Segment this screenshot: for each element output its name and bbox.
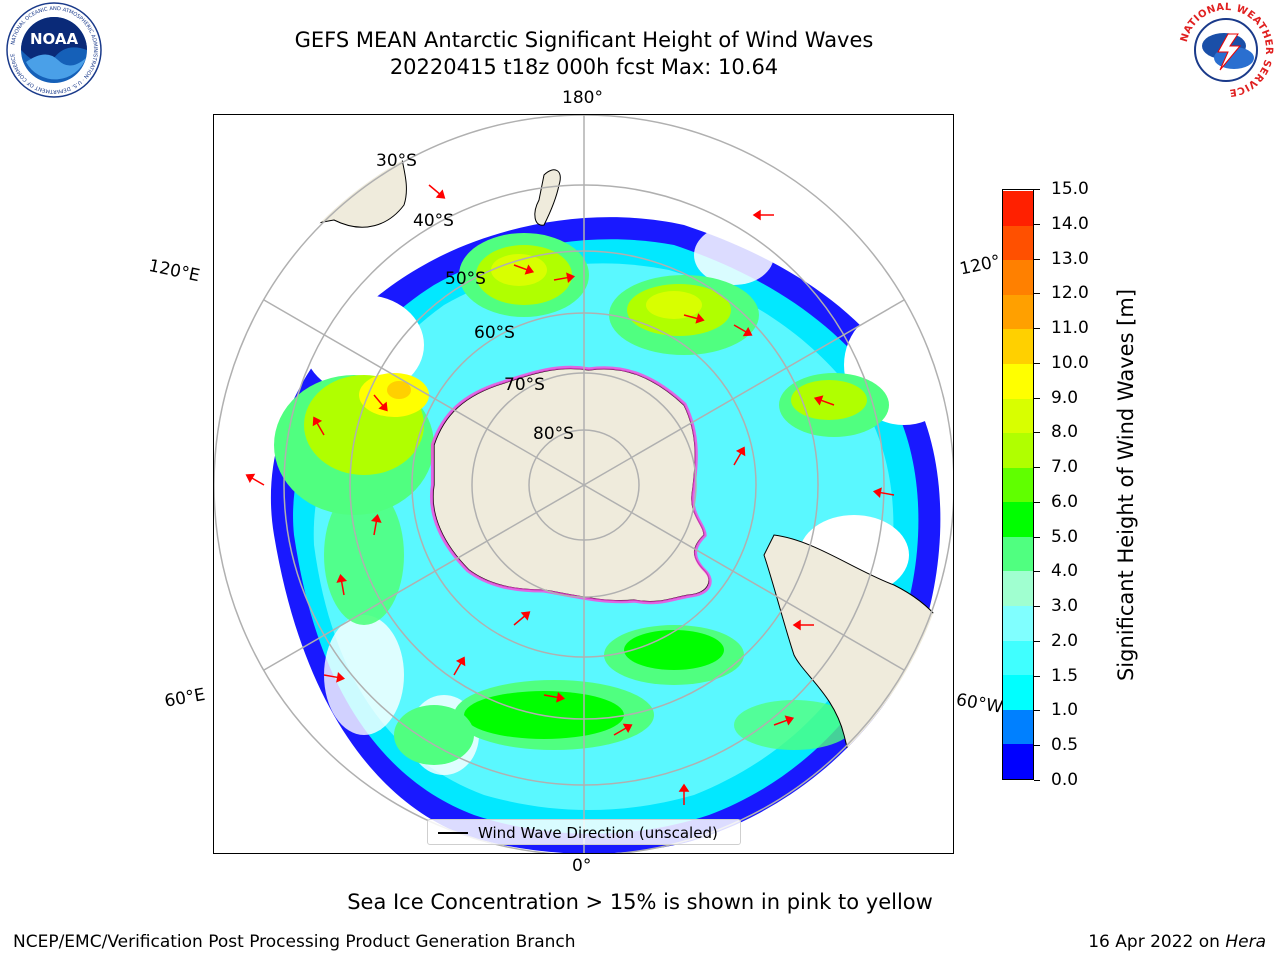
colorbar-tick-mark — [1034, 675, 1040, 677]
colorbar-tick-mark — [1034, 223, 1040, 225]
colorbar-tick-mark — [1034, 189, 1040, 190]
colorbar-segment — [1003, 605, 1033, 641]
noaa-logo: NOAA NATIONAL OCEANIC AND ATMOSPHERIC AD… — [6, 2, 102, 98]
colorbar-tick-mark — [1034, 362, 1040, 364]
map-canvas — [214, 115, 953, 853]
lat-label-40s: 40°S — [413, 211, 454, 231]
colorbar-segment — [1003, 536, 1033, 572]
southern-africa-landmass — [214, 754, 301, 853]
colorbar-tick-label: 6.0 — [1051, 491, 1079, 512]
colorbar-segment — [1003, 640, 1033, 676]
colorbar-tick-mark — [1034, 745, 1040, 747]
lon-label-120w: 120° — [958, 251, 1003, 280]
colorbar-segment — [1003, 294, 1033, 330]
wind-wave-arrows — [245, 184, 895, 805]
lon-label-60e: 60°E — [163, 684, 207, 712]
sea-ice-edge — [430, 365, 712, 605]
legend-label: Wind Wave Direction (unscaled) — [478, 824, 718, 842]
colorbar-segment — [1003, 674, 1033, 710]
colorbar-tick-mark — [1034, 710, 1040, 712]
lat-label-80s: 80°S — [533, 424, 574, 444]
colorbar-tick-mark — [1034, 432, 1040, 434]
lon-label-60w: 60°W — [954, 690, 1005, 718]
colorbar-tick-label: 11.0 — [1051, 318, 1089, 339]
credit-line: NCEP/EMC/Verification Post Processing Pr… — [13, 932, 576, 952]
colorbar-tick-mark — [1034, 606, 1040, 608]
colorbar-segment — [1003, 709, 1033, 745]
colorbar-tick-mark — [1034, 501, 1040, 503]
colorbar-tick-label: 1.5 — [1051, 665, 1079, 686]
chart-title: GEFS MEAN Antarctic Significant Height o… — [294, 28, 874, 52]
colorbar-segment — [1003, 259, 1033, 295]
colorbar-tick-mark — [1034, 571, 1040, 573]
lat-label-30s: 30°S — [376, 151, 417, 171]
colorbar-tick-mark — [1034, 328, 1040, 330]
colorbar-tick-label: 5.0 — [1051, 526, 1079, 547]
colorbar-tick-label: 12.0 — [1051, 283, 1089, 304]
colorbar-segment — [1003, 225, 1033, 261]
colorbar-tick-label: 0.5 — [1051, 735, 1079, 756]
lat-label-60s: 60°S — [474, 323, 515, 343]
colorbar-tick-label: 3.0 — [1051, 596, 1079, 617]
colorbar-segment — [1003, 570, 1033, 607]
colorbar-title: Significant Height of Wind Waves [m] — [1114, 288, 1138, 682]
colorbar-tick-mark — [1034, 293, 1040, 295]
colorbar-tick-mark — [1034, 536, 1040, 538]
colorbar-tick-mark — [1034, 258, 1040, 260]
colorbar-tick-label: 15.0 — [1051, 179, 1089, 199]
colorbar — [1002, 189, 1034, 780]
sea-ice-note: Sea Ice Concentration > 15% is shown in … — [347, 890, 933, 914]
chart-subtitle: 20220415 t18z 000h fcst Max: 10.64 — [389, 55, 779, 79]
lat-label-50s: 50°S — [445, 269, 486, 289]
colorbar-tick-label: 13.0 — [1051, 248, 1089, 269]
colorbar-tick-mark — [1034, 397, 1040, 399]
colorbar-tick-label: 10.0 — [1051, 352, 1089, 373]
colorbar-tick-label: 0.0 — [1051, 770, 1079, 790]
colorbar-tick-mark — [1034, 780, 1040, 781]
colorbar-tick-label: 7.0 — [1051, 457, 1079, 478]
colorbar-tick-mark — [1034, 467, 1040, 469]
colorbar-segment — [1003, 363, 1033, 399]
new-zealand-landmass — [534, 169, 561, 226]
colorbar-tick-label: 8.0 — [1051, 422, 1079, 443]
graticule — [214, 115, 953, 853]
colorbar-segment — [1003, 743, 1033, 779]
national-weather-service-logo: NATIONAL WEATHER SERVICE — [1178, 2, 1274, 98]
colorbar-tick-mark — [1034, 640, 1040, 642]
colorbar-segment — [1003, 501, 1033, 537]
lat-label-70s: 70°S — [504, 375, 545, 395]
lon-label-180: 180° — [562, 88, 603, 108]
lon-label-120e: 120°E — [146, 256, 202, 287]
colorbar-tick-label: 9.0 — [1051, 387, 1079, 408]
colorbar-tick-label: 14.0 — [1051, 213, 1089, 234]
colorbar-tick-label: 4.0 — [1051, 561, 1079, 582]
colorbar-segment — [1003, 398, 1033, 434]
noaa-logo-text: NOAA — [30, 30, 79, 48]
colorbar-segment — [1003, 432, 1033, 468]
colorbar-tick-label: 1.0 — [1051, 700, 1079, 721]
date-text: 16 Apr 2022 on — [1088, 932, 1220, 952]
machine-name: Hera — [1225, 932, 1266, 952]
date-stamp: 16 Apr 2022 on Hera — [1088, 932, 1266, 952]
colorbar-segment — [1003, 467, 1033, 503]
australia-landmass — [214, 115, 407, 230]
colorbar-segment — [1003, 190, 1033, 226]
lon-label-0: 0° — [572, 856, 592, 876]
antarctica-landmass — [432, 367, 710, 603]
map-panel — [213, 114, 954, 854]
legend-line-swatch — [438, 832, 468, 834]
colorbar-segment — [1003, 328, 1033, 364]
colorbar-tick-label: 2.0 — [1051, 630, 1079, 651]
map-legend: Wind Wave Direction (unscaled) — [427, 819, 741, 845]
